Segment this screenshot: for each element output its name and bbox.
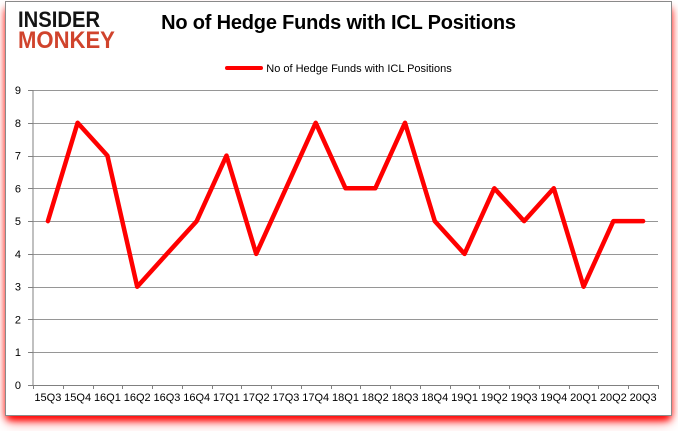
x-tick-label: 19Q1 bbox=[451, 392, 478, 404]
logo-word-monkey: MONKEY bbox=[18, 27, 115, 54]
y-tick-label: 8 bbox=[15, 118, 21, 130]
x-tick-label: 16Q3 bbox=[153, 392, 180, 404]
x-tick-label: 18Q2 bbox=[362, 392, 389, 404]
x-tick-label: 20Q2 bbox=[600, 392, 627, 404]
insider-monkey-logo: INSIDER MONKEY bbox=[18, 9, 115, 53]
x-tick-label: 19Q3 bbox=[511, 392, 538, 404]
chart-legend: No of Hedge Funds with ICL Positions bbox=[6, 60, 671, 78]
legend-label: No of Hedge Funds with ICL Positions bbox=[266, 62, 452, 75]
x-tick-label: 15Q4 bbox=[64, 392, 91, 404]
y-tick-label: 2 bbox=[15, 314, 21, 326]
y-axis-labels: 0 1 2 3 4 5 6 7 8 9 bbox=[15, 85, 21, 392]
y-axis-ticks bbox=[28, 90, 33, 386]
x-axis-labels: 15Q3 15Q4 16Q1 16Q2 16Q3 16Q4 17Q1 17Q2 17Q3 17Q4… bbox=[34, 392, 656, 404]
y-tick-label: 4 bbox=[15, 249, 21, 261]
x-tick-label: 18Q1 bbox=[332, 392, 359, 404]
y-tick-label: 5 bbox=[15, 216, 21, 228]
y-tick-label: 6 bbox=[15, 183, 21, 195]
x-tick-label: 19Q4 bbox=[540, 392, 567, 404]
x-tick-label: 18Q3 bbox=[392, 392, 419, 404]
x-tick-label: 20Q3 bbox=[630, 392, 657, 404]
axes bbox=[32, 90, 658, 386]
x-tick-label: 17Q3 bbox=[273, 392, 300, 404]
x-tick-label: 16Q2 bbox=[124, 392, 151, 404]
legend-line-marker bbox=[225, 65, 264, 70]
logo-word-insider: INSIDER bbox=[18, 7, 101, 32]
x-tick-label: 17Q4 bbox=[302, 392, 329, 404]
x-tick-label: 17Q2 bbox=[243, 392, 270, 404]
y-tick-label: 9 bbox=[15, 85, 21, 97]
x-tick-label: 20Q1 bbox=[570, 392, 597, 404]
x-tick-label: 18Q4 bbox=[421, 392, 448, 404]
x-tick-label: 15Q3 bbox=[34, 392, 61, 404]
x-tick-label: 19Q2 bbox=[481, 392, 508, 404]
y-tick-label: 7 bbox=[15, 151, 21, 163]
chart-frame: INSIDER MONKEY No of Hedge Funds with IC… bbox=[5, 1, 672, 416]
x-tick-label: 17Q1 bbox=[213, 392, 240, 404]
y-tick-label: 3 bbox=[15, 282, 21, 294]
y-tick-label: 1 bbox=[15, 347, 21, 359]
x-axis-ticks bbox=[33, 385, 659, 389]
x-tick-label: 16Q1 bbox=[94, 392, 121, 404]
x-tick-label: 16Q4 bbox=[183, 392, 210, 404]
chart-title: No of Hedge Funds with ICL Positions bbox=[161, 12, 516, 34]
data-series-line bbox=[45, 120, 646, 289]
title-block: No of Hedge Funds with ICL Positions bbox=[6, 12, 671, 35]
y-tick-label: 0 bbox=[15, 380, 21, 392]
